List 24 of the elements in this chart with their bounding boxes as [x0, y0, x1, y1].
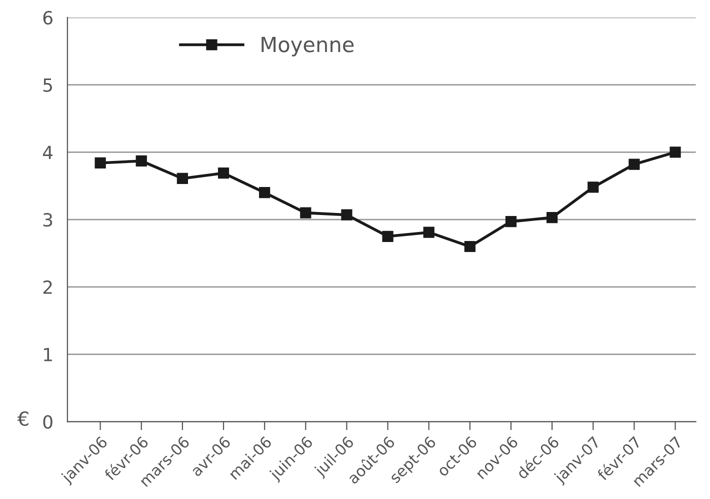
- point: [670, 146, 681, 158]
- point: [218, 168, 230, 179]
- point: [505, 216, 517, 228]
- point: [382, 230, 394, 242]
- point: [176, 172, 188, 184]
- legend-label: Moyenne: [262, 36, 354, 56]
- point: [464, 240, 476, 252]
- y-tick-label: 1: [44, 348, 52, 362]
- y-tick-label: 3: [43, 213, 52, 227]
- y-tick-label: 4: [42, 146, 53, 160]
- y-tick-label: 6: [43, 10, 52, 25]
- point: [588, 182, 599, 193]
- point: [300, 207, 312, 218]
- point: [94, 157, 106, 169]
- point: [136, 155, 147, 167]
- point: [546, 212, 558, 224]
- y-tick-label: 0: [43, 415, 52, 429]
- point: [259, 187, 270, 198]
- point: [423, 226, 434, 238]
- y-tick-label: 2: [43, 280, 52, 294]
- point: [341, 209, 352, 220]
- y-axis-title: €: [17, 411, 28, 426]
- point: [628, 158, 640, 170]
- y-tick-label: 5: [43, 78, 52, 92]
